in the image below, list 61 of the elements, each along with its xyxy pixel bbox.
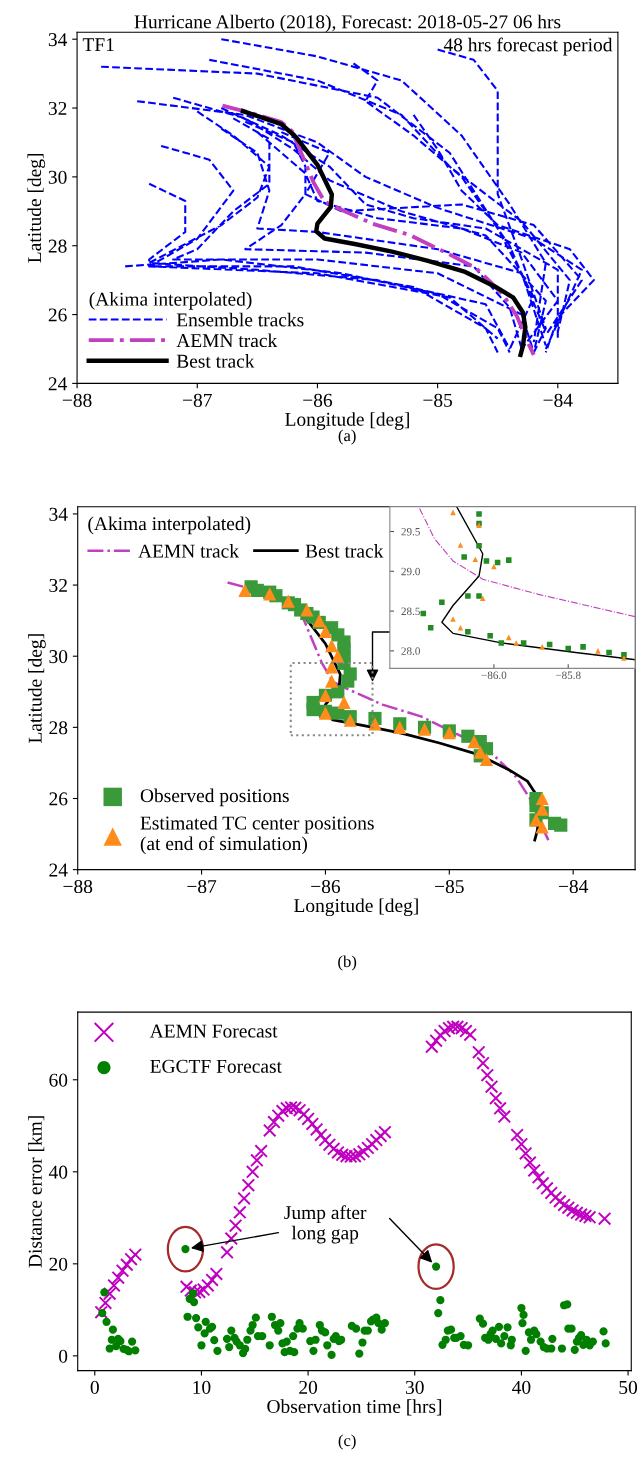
text: (b)	[338, 955, 357, 971]
x-tick-label: −87	[187, 879, 217, 894]
x-axis-title: Longitude [deg]	[285, 412, 409, 430]
annotation: TF1	[82, 38, 114, 52]
x-tick-label: 10	[193, 1380, 211, 1394]
x-axis-title: Observation time [hrs]	[267, 1399, 442, 1416]
x-tick-label: −86	[311, 879, 341, 894]
y-tick-label: 26	[48, 308, 67, 322]
y-tick-label: 29.0	[401, 567, 420, 576]
legend-label: Estimated TC center positions (at end of simulation)	[140, 815, 374, 855]
y-tick-label: 24	[48, 377, 68, 391]
text: (c)	[338, 1434, 356, 1450]
legend-label: Ensemble tracks	[176, 312, 304, 327]
x-tick-label: −87	[183, 393, 212, 407]
y-tick-label: 30	[48, 170, 67, 184]
y-tick-label: 0	[59, 1349, 68, 1363]
y-tick-label: 40	[48, 1165, 68, 1179]
y-axis-title: Distance error [km]	[28, 1116, 45, 1268]
x-tick-label: 20	[299, 1380, 318, 1394]
x-tick-label: −84	[558, 879, 589, 894]
legend-label: Best track	[305, 544, 384, 558]
x-tick-label: −86.0	[481, 671, 507, 680]
y-tick-label: 60	[49, 1073, 68, 1087]
annotation: 48 hrs forecast period	[443, 37, 613, 56]
y-tick-label: 34	[48, 33, 68, 47]
legend-label: EGCTF Forecast	[150, 1059, 282, 1073]
y-tick-label: 28.5	[401, 607, 420, 616]
y-axis-title: Latitude [deg]	[27, 153, 46, 263]
legend-title: (Akima interpolated)	[88, 516, 251, 535]
legend-title: (Akima interpolated)	[89, 292, 252, 310]
x-axis-title: Longitude [deg]	[294, 898, 418, 917]
x-tick-label: −84	[543, 393, 573, 407]
y-tick-label: 26	[49, 792, 68, 806]
annotation: Jump after long gap	[284, 1205, 367, 1244]
legend-label: AEMN Forecast	[149, 1024, 278, 1038]
x-tick-label: 50	[619, 1380, 637, 1394]
legend-label: Observed positions	[140, 788, 289, 807]
legend-label: Best track	[176, 354, 255, 368]
y-tick-label: 32	[49, 578, 67, 592]
x-tick-label: −85	[435, 879, 464, 894]
legend-label: AEMN track	[176, 333, 278, 348]
y-tick-label: 30	[49, 650, 68, 664]
x-tick-label: 40	[512, 1380, 531, 1394]
y-tick-label: 20	[49, 1257, 68, 1271]
x-tick-label: 0	[90, 1380, 99, 1394]
x-tick-label: −88	[63, 879, 93, 894]
y-tick-label: 34	[49, 507, 68, 521]
x-tick-label: −88	[62, 393, 92, 407]
y-tick-label: 28	[49, 721, 68, 735]
y-tick-label: 28	[48, 239, 67, 253]
y-tick-label: 24	[49, 863, 68, 877]
y-tick-label: 28.0	[401, 647, 420, 655]
x-tick-label: −85	[423, 393, 453, 407]
legend-label: AEMN track	[138, 544, 239, 558]
chart-title: Hurricane Alberto (2018), Forecast: 2018-05-27 06 hrs	[134, 14, 561, 33]
y-tick-label: 29.5	[401, 527, 420, 536]
y-tick-label: 32	[48, 101, 67, 115]
x-tick-label: −86	[303, 393, 333, 407]
text: (a)	[338, 429, 356, 445]
x-tick-label: −85.8	[555, 671, 581, 680]
y-axis-title: Latitude [deg]	[28, 634, 46, 744]
